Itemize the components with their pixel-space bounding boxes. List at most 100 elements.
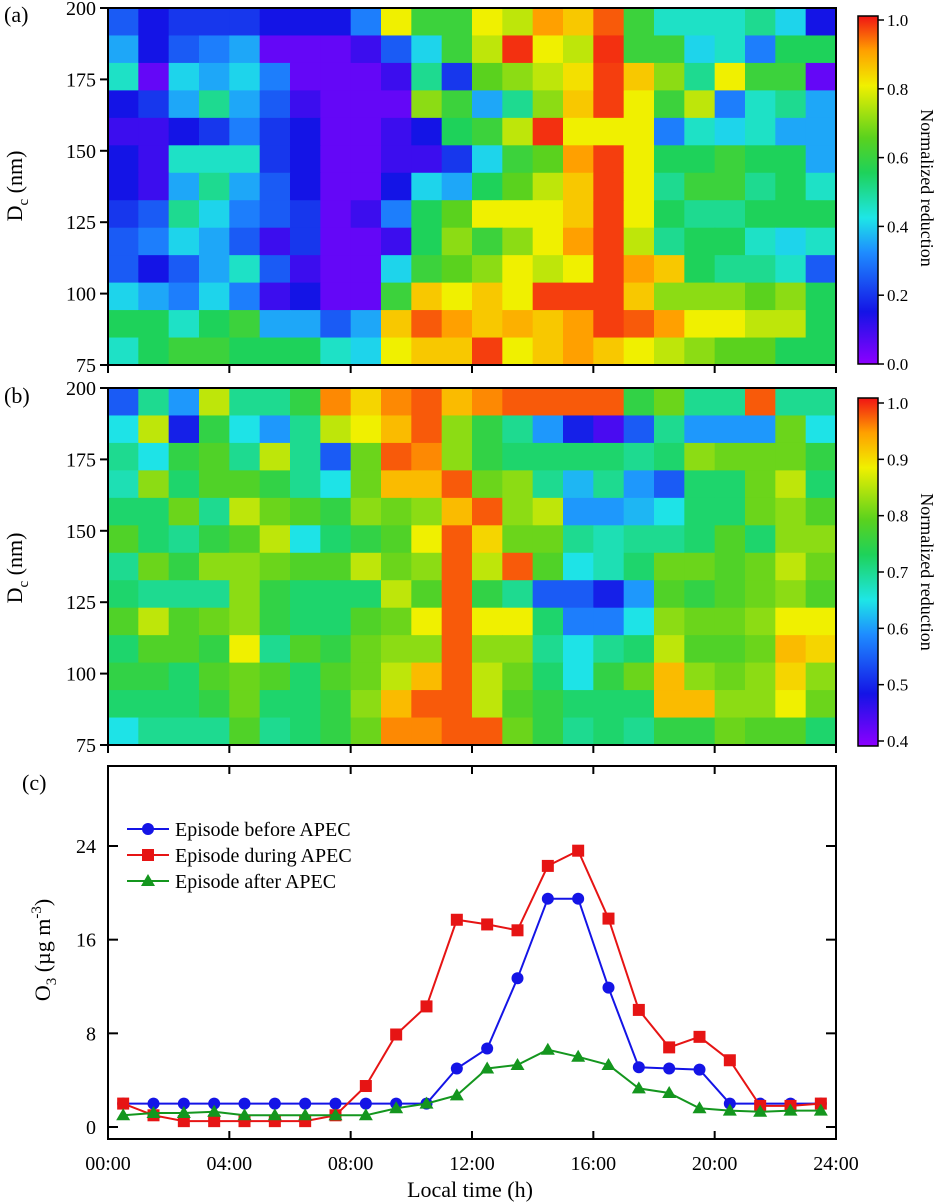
heatmap-cell (290, 607, 321, 636)
heatmap-cell (593, 62, 625, 91)
heatmap-cell (532, 90, 564, 119)
heatmap-cell (411, 282, 443, 311)
heatmap-cell (441, 255, 473, 284)
heatmap-cell (563, 635, 594, 664)
heatmap-cell (350, 717, 382, 746)
colorbar-title-b: Normalized reduction (917, 493, 936, 650)
heatmap-cell (593, 607, 625, 636)
data-point (692, 1101, 707, 1114)
heatmap-cell (229, 388, 261, 417)
data-point (632, 1061, 645, 1074)
heatmap-cell (623, 62, 655, 91)
heatmap-cell (290, 552, 321, 581)
heatmap-cell (593, 415, 625, 444)
heatmap-cell (290, 525, 321, 554)
colorbar-tick-label: 0.7 (887, 563, 909, 582)
heatmap-cell (745, 497, 776, 526)
heatmap-cell (138, 690, 170, 719)
heatmap-cell (320, 282, 352, 311)
data-point (390, 1028, 403, 1041)
heatmap-cell (411, 662, 443, 691)
heatmap-cell (259, 470, 291, 499)
data-point (299, 1097, 312, 1110)
heatmap-cell (441, 337, 473, 366)
heatmap-cell (320, 310, 352, 339)
heatmap-cell (229, 717, 261, 746)
heatmap-cell (623, 90, 655, 119)
heatmap-cell (381, 310, 412, 339)
heatmap-cell (411, 35, 443, 64)
series-line (123, 897, 821, 1105)
heatmap-cell (350, 607, 382, 636)
heatmap-cell (168, 117, 200, 146)
heatmap-cell (623, 662, 655, 691)
heatmap-cell (775, 117, 807, 146)
data-point (117, 1097, 130, 1110)
data-point (511, 972, 524, 985)
heatmap-cell (199, 662, 230, 691)
heatmap-cell (229, 442, 261, 471)
heatmap-cell (593, 172, 625, 201)
heatmap-cell (411, 415, 443, 444)
heatmap-cell (623, 497, 655, 526)
heatmap-cell (350, 227, 382, 256)
data-point (329, 1097, 342, 1110)
heatmap-cell (138, 310, 170, 339)
heatmap-cell (259, 717, 291, 746)
heatmap-cell (411, 690, 443, 719)
heatmap-cell (381, 525, 412, 554)
y-axis-label-b: Dc (nm) (2, 533, 32, 604)
heatmap-cell (805, 497, 837, 526)
heatmap-cell (684, 525, 716, 554)
heatmap-cell (775, 200, 807, 229)
heatmap-cell (350, 282, 382, 311)
heatmap-cell (684, 635, 716, 664)
heatmap-cell (654, 690, 685, 719)
heatmap-cell (532, 35, 564, 64)
heatmap-cell (411, 145, 443, 174)
heatmap-cell (138, 635, 170, 664)
heatmap-cell (563, 145, 594, 174)
heatmap-cell (441, 690, 473, 719)
legend-label: Episode before APEC (175, 819, 351, 841)
heatmap-cell (168, 227, 200, 256)
heatmap-cell (745, 388, 776, 417)
heatmap-cell (168, 662, 200, 691)
heatmap-cell (775, 717, 807, 746)
heatmap-cell (108, 388, 139, 417)
heatmap-cell (411, 442, 443, 471)
heatmap-cell (714, 662, 746, 691)
heatmap-cell (472, 415, 503, 444)
heatmap-cell (714, 8, 746, 37)
heatmap-cell (654, 310, 685, 339)
heatmap-cell (199, 717, 230, 746)
heatmap-cell (593, 145, 625, 174)
heatmap-cell (593, 690, 625, 719)
heatmap-cell (199, 497, 230, 526)
colorbar-ticks-b: 0.4 0.5 0.6 0.7 0.8 0.9 1.0 (878, 394, 909, 751)
heatmap-cell (320, 337, 352, 366)
heatmap-cell (532, 282, 564, 311)
heatmap-cell (108, 310, 139, 339)
heatmap-cell (502, 662, 534, 691)
heatmap-cell (502, 442, 534, 471)
heatmap-cell (502, 145, 534, 174)
heatmap-cell (593, 310, 625, 339)
heatmap-cell (290, 662, 321, 691)
data-point (663, 1041, 676, 1054)
heatmap-cell (441, 200, 473, 229)
data-point (722, 1103, 737, 1116)
data-point (419, 1096, 434, 1109)
heatmap-cell (168, 717, 200, 746)
heatmap-cell (775, 607, 807, 636)
heatmap-cell (320, 607, 352, 636)
heatmap-cell (138, 607, 170, 636)
heatmap-cell (684, 497, 716, 526)
data-point (142, 823, 154, 835)
heatmap-cell (654, 415, 685, 444)
heatmap-cell (623, 580, 655, 609)
heatmap-cell (259, 635, 291, 664)
heatmap-cell (805, 200, 837, 229)
heatmap-cell (775, 635, 807, 664)
heatmap-cell (138, 255, 170, 284)
